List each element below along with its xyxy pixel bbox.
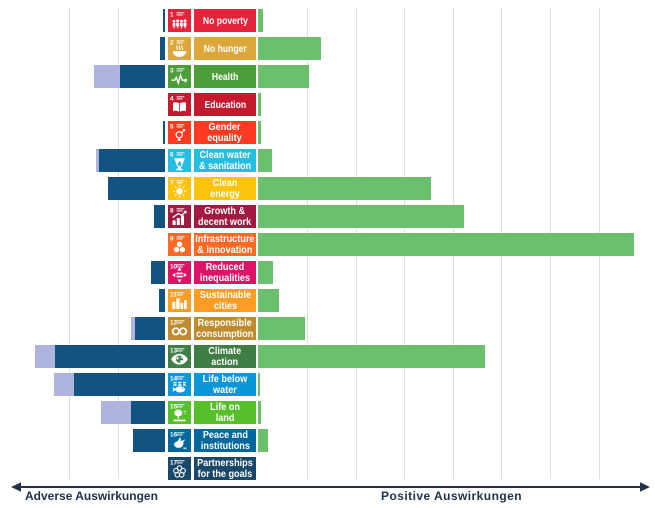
- svg-text:3: 3: [170, 68, 174, 75]
- svg-text:15: 15: [170, 404, 178, 411]
- svg-text:5: 5: [170, 124, 174, 131]
- svg-text:10: 10: [170, 264, 178, 271]
- svg-text:9: 9: [170, 236, 174, 243]
- svg-text:11: 11: [170, 292, 177, 299]
- svg-text:17: 17: [170, 460, 178, 467]
- svg-text:16: 16: [170, 432, 178, 439]
- svg-text:8: 8: [170, 208, 174, 215]
- svg-text:2: 2: [170, 40, 174, 47]
- svg-text:1: 1: [170, 12, 174, 19]
- svg-text:12: 12: [170, 320, 178, 327]
- svg-text:6: 6: [170, 152, 174, 159]
- svg-text:13: 13: [170, 348, 178, 355]
- svg-text:14: 14: [170, 376, 178, 383]
- svg-text:7: 7: [170, 180, 174, 187]
- svg-text:4: 4: [170, 96, 174, 103]
